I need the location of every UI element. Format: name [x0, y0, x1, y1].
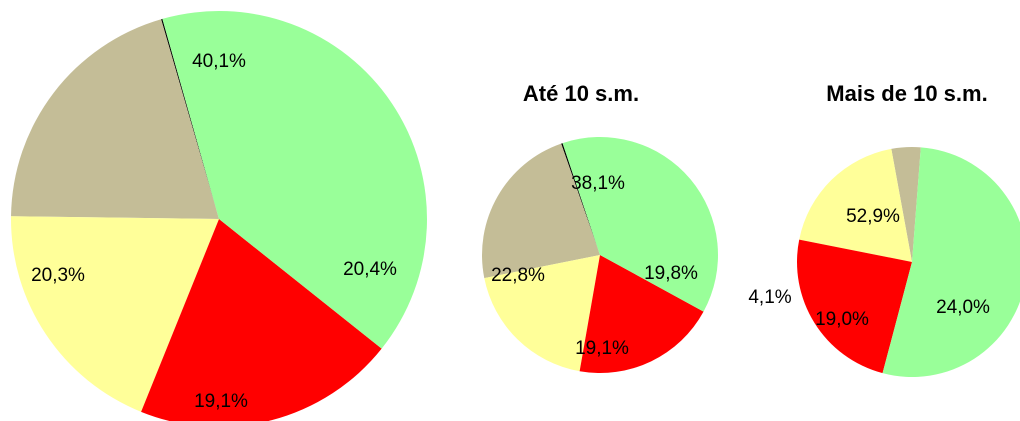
pie-slice-2-2: [799, 148, 912, 262]
slice-label-0-2: 19,1%: [194, 391, 248, 412]
slice-label-0-3: 20,3%: [31, 265, 85, 286]
pie-slice-1-1: [579, 255, 704, 374]
chart-title-ate-10-sm: Até 10 s.m.: [523, 81, 639, 106]
pie-slice-1-4: [561, 143, 600, 255]
pie-slice-0-3: [11, 19, 219, 219]
pie-chart-overall: 40,1% 20,4% 19,1% 20,3%: [11, 11, 427, 421]
pie-slice-2-1: [797, 239, 912, 374]
pie-slice-1-0: [562, 137, 718, 312]
pie-chart-ate-10-sm: Até 10 s.m. 38,1% 19,8% 19,1% 22,8%: [482, 81, 718, 374]
pie-slice-0-4: [161, 18, 219, 219]
pie-slice-0-0: [162, 11, 427, 349]
pie-slice-1-2: [484, 255, 600, 372]
slice-label-1-1: 19,8%: [644, 263, 698, 284]
slice-label-1-3: 22,8%: [491, 265, 545, 286]
slice-label-1-2: 19,1%: [575, 338, 629, 359]
chart-title-mais-de-10-sm: Mais de 10 s.m.: [826, 81, 987, 106]
slice-label-2-2: 19,0%: [815, 309, 869, 330]
slice-label-2-0: 52,9%: [846, 206, 900, 227]
pie-slice-2-3: [891, 146, 921, 262]
slice-label-0-1: 20,4%: [343, 259, 397, 280]
pie-chart-mais-de-10-sm: Mais de 10 s.m. 52,9% 24,0% 19,0% 4,1%: [748, 81, 1020, 377]
slice-label-2-3: 4,1%: [748, 287, 791, 308]
slice-label-0-0: 40,1%: [192, 51, 246, 72]
slice-label-2-1: 24,0%: [936, 297, 990, 318]
slice-label-1-0: 38,1%: [571, 173, 625, 194]
pie-slice-0-1: [141, 219, 382, 421]
pie-slice-0-2: [11, 216, 220, 412]
pie-slice-2-0: [882, 147, 1020, 377]
pie-slice-1-3: [482, 143, 600, 279]
